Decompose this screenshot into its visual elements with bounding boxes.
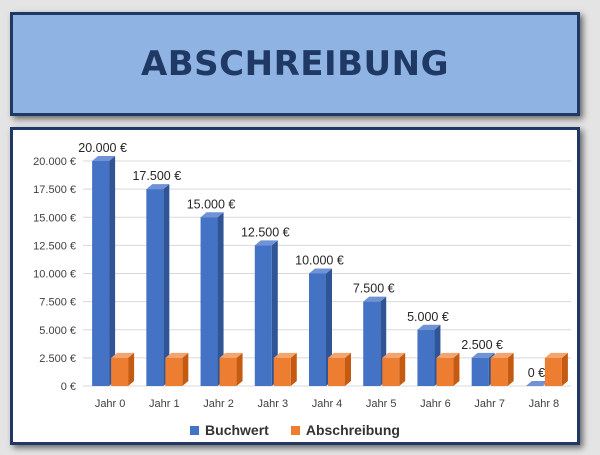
- bar-buchwert: [254, 245, 272, 386]
- y-tick-label: 20.000 €: [33, 156, 76, 168]
- bar-buchwert-top: [471, 352, 495, 358]
- bar-abschreibung: [382, 357, 400, 386]
- bar-buchwert-top: [525, 381, 549, 386]
- y-tick-label: 12.500 €: [33, 240, 76, 252]
- bar-abschreibung-top: [328, 352, 351, 358]
- x-tick-label: Jahr 5: [366, 398, 397, 410]
- bar-buchwert-side: [163, 184, 170, 386]
- bar-buchwert-side: [217, 212, 224, 386]
- bar-buchwert-top: [92, 156, 116, 161]
- data-label-buchwert: 7.500 €: [353, 282, 395, 296]
- legend-item-abschreibung: Abschreibung: [290, 422, 400, 438]
- legend-label-abschreibung: Abschreibung: [305, 422, 400, 438]
- bar-abschreibung: [436, 357, 454, 386]
- bar-buchwert-top: [200, 212, 224, 218]
- page-title: ABSCHREIBUNG: [140, 44, 450, 84]
- bar-abschreibung-side: [345, 352, 351, 386]
- bar-buchwert: [417, 329, 435, 386]
- legend-item-buchwert: Buchwert: [190, 422, 269, 438]
- y-tick-label: 15.000 €: [33, 212, 76, 224]
- x-tick-label: Jahr 3: [257, 398, 288, 410]
- bar-abschreibung-side: [507, 352, 514, 386]
- data-label-buchwert: 15.000 €: [187, 197, 236, 211]
- bar-abschreibung-side: [453, 352, 460, 386]
- legend-label-buchwert: Buchwert: [205, 422, 269, 438]
- bar-abschreibung-top: [219, 352, 243, 358]
- bar-buchwert-top: [146, 184, 170, 190]
- bar-abschreibung-top: [165, 352, 189, 358]
- bar-abschreibung: [273, 357, 291, 386]
- bar-abschreibung-side: [236, 352, 243, 386]
- data-label-buchwert: 17.500 €: [132, 169, 181, 183]
- bar-buchwert: [309, 273, 326, 386]
- x-tick-label: Jahr 7: [474, 398, 505, 410]
- y-tick-label: 17.500 €: [33, 184, 76, 196]
- bar-abschreibung-side: [399, 352, 406, 386]
- bar-abschreibung-side: [182, 352, 189, 386]
- data-label-buchwert: 20.000 €: [78, 141, 127, 155]
- bar-abschreibung: [165, 357, 183, 386]
- bar-buchwert: [363, 301, 381, 386]
- chart-panel: 0 € 2.500 € 5.000 € 7.500 € 10.000 € 12.500 €…: [10, 127, 580, 445]
- data-label-buchwert: 10.000 €: [295, 254, 344, 268]
- bar-buchwert-top: [309, 268, 332, 274]
- y-tick-label: 7.500 €: [39, 297, 76, 309]
- data-label-buchwert: 12.500 €: [241, 225, 290, 239]
- bar-abschreibung-top: [382, 352, 406, 358]
- bar-abschreibung: [328, 357, 345, 386]
- bar-abschreibung: [219, 357, 237, 386]
- legend-swatch-abschreibung: [290, 425, 300, 435]
- bar-abschreibung-top: [544, 352, 568, 358]
- bar-buchwert: [200, 217, 218, 386]
- x-tick-label: Jahr 0: [95, 398, 126, 410]
- bar-abschreibung-top: [273, 352, 297, 358]
- data-label-buchwert: 2.500 €: [461, 338, 503, 352]
- bar-buchwert-top: [417, 324, 441, 330]
- legend-swatch-buchwert: [190, 425, 200, 435]
- y-tick-label: 5.000 €: [39, 325, 76, 337]
- bar-abschreibung: [490, 357, 508, 386]
- depreciation-chart: 0 € 2.500 € 5.000 € 7.500 € 10.000 € 12.500 €…: [33, 141, 571, 410]
- bar-buchwert: [471, 357, 489, 386]
- bar-abschreibung: [111, 357, 129, 386]
- bar-abschreibung-side: [128, 352, 135, 386]
- bar-buchwert: [92, 161, 110, 386]
- data-label-buchwert: 0 €: [528, 366, 545, 380]
- bar-abschreibung-side: [290, 352, 297, 386]
- bar-abschreibung-top: [111, 352, 135, 358]
- x-tick-label: Jahr 6: [420, 398, 451, 410]
- x-tick-label: Jahr 2: [203, 398, 234, 410]
- bar-buchwert-side: [109, 156, 116, 386]
- x-tick-label: Jahr 8: [529, 398, 560, 410]
- chart-legend: Buchwert Abschreibung: [13, 422, 577, 438]
- x-tick-label: Jahr 4: [312, 398, 343, 410]
- bar-abschreibung-top: [436, 352, 460, 358]
- bar-buchwert: [146, 189, 164, 386]
- bar-abschreibung: [544, 357, 562, 386]
- bar-buchwert-top: [254, 240, 278, 246]
- y-tick-label: 10.000 €: [33, 269, 76, 281]
- bar-buchwert-side: [271, 240, 278, 386]
- data-label-buchwert: 5.000 €: [407, 310, 449, 324]
- bar-abschreibung-side: [561, 352, 568, 386]
- y-tick-label: 0 €: [61, 381, 76, 393]
- title-banner: ABSCHREIBUNG: [10, 12, 580, 116]
- bar-abschreibung-top: [490, 352, 514, 358]
- y-tick-label: 2.500 €: [39, 353, 76, 365]
- bar-buchwert-top: [363, 296, 387, 302]
- x-tick-label: Jahr 1: [149, 398, 180, 410]
